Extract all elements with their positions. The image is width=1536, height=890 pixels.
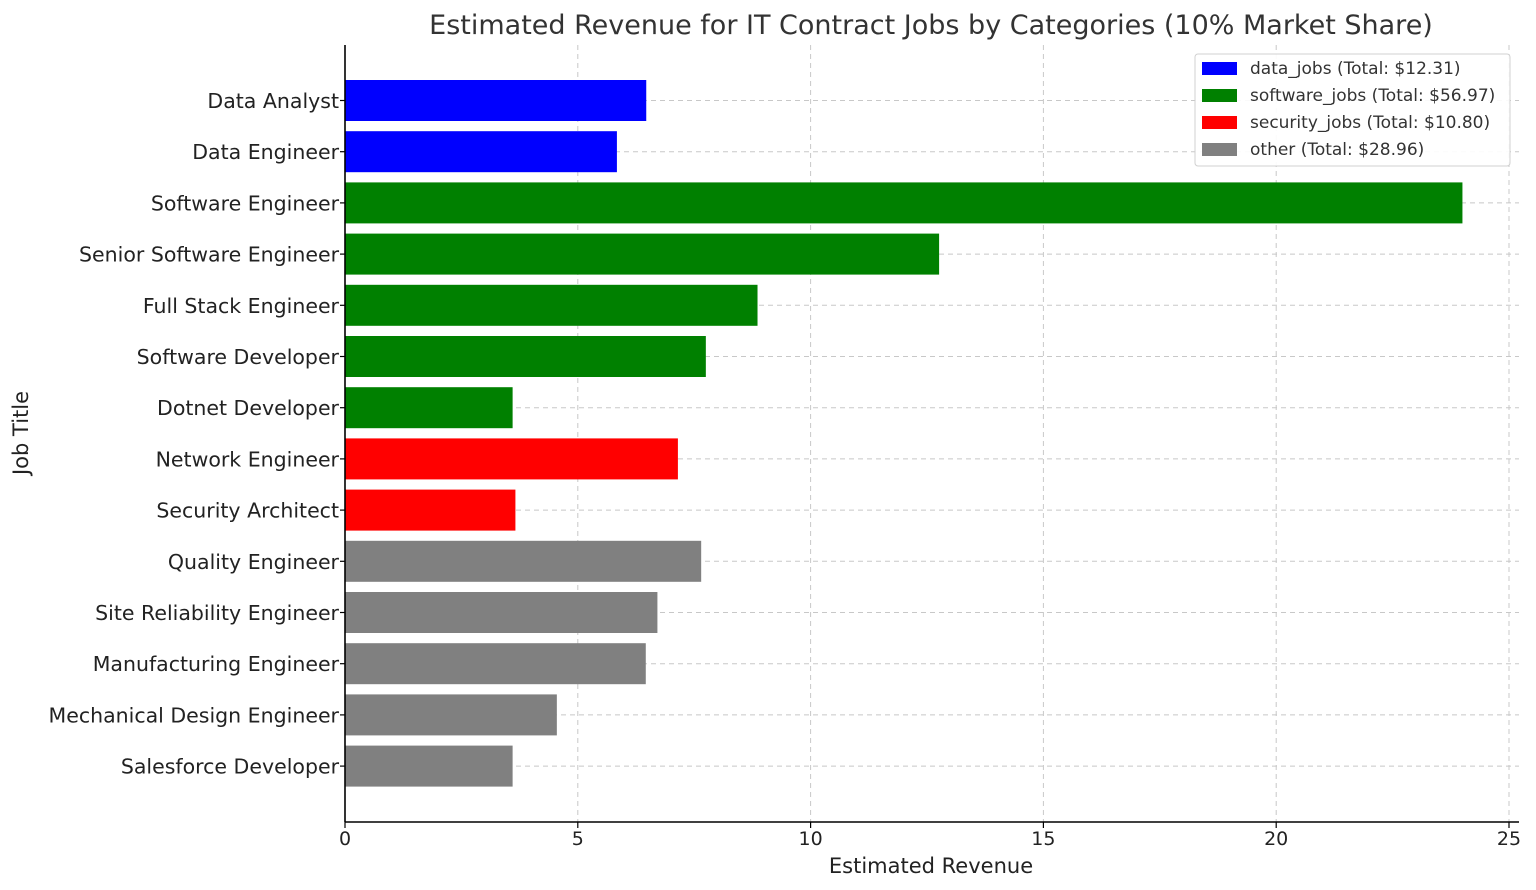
bar (345, 643, 646, 685)
legend-box (1194, 53, 1511, 167)
legend-label: security_jobs (Total: $10.80) (1250, 113, 1490, 133)
bar (345, 438, 678, 480)
y-tick-label: Full Stack Engineer (143, 294, 340, 318)
y-tick-label: Site Reliability Engineer (95, 601, 339, 625)
bar (345, 489, 516, 531)
legend: data_jobs (Total: $12.31) software_jobs (… (1194, 53, 1511, 167)
x-tick-label: 15 (1031, 828, 1055, 850)
bar (345, 336, 706, 377)
y-tick-label: Senior Software Engineer (79, 243, 340, 267)
legend-label: other (Total: $28.96) (1250, 140, 1424, 160)
y-tick-label: Software Developer (137, 345, 340, 369)
bars (345, 80, 1463, 787)
y-tick-label: Security Architect (156, 499, 339, 523)
x-tick-label: 0 (339, 828, 351, 850)
legend-swatch (1202, 143, 1237, 156)
y-tick-label: Network Engineer (156, 447, 340, 471)
bar (345, 694, 557, 736)
x-tick-labels: 0 5 10 15 20 25 (339, 822, 1521, 850)
chart-title: Estimated Revenue for IT Contract Jobs b… (429, 10, 1433, 41)
y-axis-label: Job Title (9, 391, 33, 477)
bar (345, 387, 513, 429)
y-tick-label: Manufacturing Engineer (93, 652, 340, 676)
bar (345, 182, 1463, 224)
x-tick-label: 25 (1497, 828, 1521, 850)
y-tick-label: Software Engineer (151, 191, 340, 215)
y-tick-label: Dotnet Developer (157, 396, 340, 420)
legend-swatch (1202, 89, 1237, 102)
y-tick-labels: Data Analyst Data Engineer Software Engine… (49, 89, 345, 779)
legend-label: software_jobs (Total: $56.97) (1250, 86, 1495, 106)
axes (344, 45, 1519, 823)
bar (345, 540, 702, 582)
bar (345, 745, 513, 787)
bar (345, 131, 617, 173)
bar (345, 592, 658, 633)
legend-label: data_jobs (Total: $12.31) (1250, 59, 1461, 79)
x-tick-label: 5 (572, 828, 584, 850)
y-tick-label: Mechanical Design Engineer (49, 703, 340, 727)
legend-swatch (1202, 116, 1237, 129)
legend-swatch (1202, 62, 1237, 75)
y-tick-label: Data Engineer (192, 140, 339, 164)
y-tick-label: Data Analyst (207, 89, 339, 113)
x-axis-label: Estimated Revenue (829, 854, 1033, 878)
bar (345, 233, 940, 275)
x-tick-label: 20 (1264, 828, 1288, 850)
bar (345, 80, 647, 121)
y-tick-label: Salesforce Developer (121, 755, 340, 779)
x-tick-label: 10 (799, 828, 823, 850)
bar (345, 284, 758, 326)
y-tick-label: Quality Engineer (168, 550, 340, 574)
